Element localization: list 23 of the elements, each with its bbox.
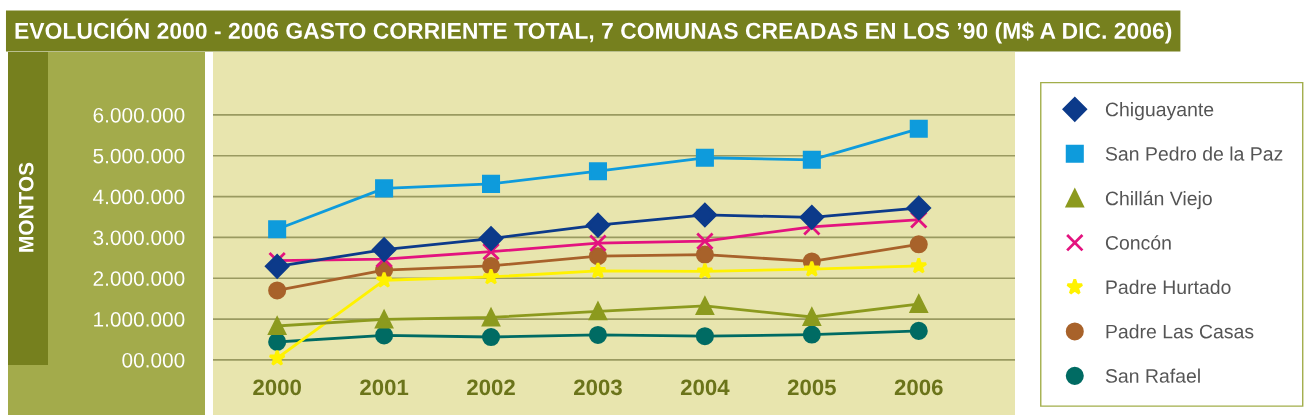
legend-label: Padre Hurtado	[1106, 279, 1231, 295]
x-tick-label: 2006	[894, 379, 943, 396]
legend-label: San Pedro de la Paz	[1105, 146, 1283, 161]
x-tick-label: 2004	[680, 379, 730, 396]
y-tick-label: 4.000.000	[93, 189, 185, 205]
x-tick-label: 2003	[574, 379, 622, 396]
x-tick-label: 2002	[467, 379, 515, 396]
y-axis-title: MONTOS	[18, 162, 34, 252]
legend-label: Chiguayante	[1105, 102, 1214, 121]
y-tick-label: 2.000.000	[93, 271, 185, 286]
legend-label: Chillán Viejo	[1105, 190, 1212, 210]
chart-title: EVOLUCIÓN 2000 - 2006 GASTO CORRIENTE TOTAL, 7 COMUNAS CREADAS EN LOS ’90 (M$ A DIC. 2006)	[15, 18, 1172, 44]
legend-label: Padre Las Casas	[1106, 324, 1254, 339]
y-tick-label: 3.000.000	[93, 230, 185, 246]
x-tick-label: 2000	[253, 379, 301, 396]
y-tick-label: 5.000.000	[93, 148, 185, 164]
y-tick-label: 00.000	[122, 352, 185, 368]
legend-label: San Rafael	[1105, 368, 1200, 383]
y-tick-label: 1.000.000	[94, 312, 185, 327]
x-tick-label: 2001	[360, 379, 409, 396]
x-tick-label: 2005	[787, 379, 836, 396]
y-tick-label: 6.000.000	[93, 107, 185, 123]
legend-label: Concón	[1105, 235, 1171, 250]
